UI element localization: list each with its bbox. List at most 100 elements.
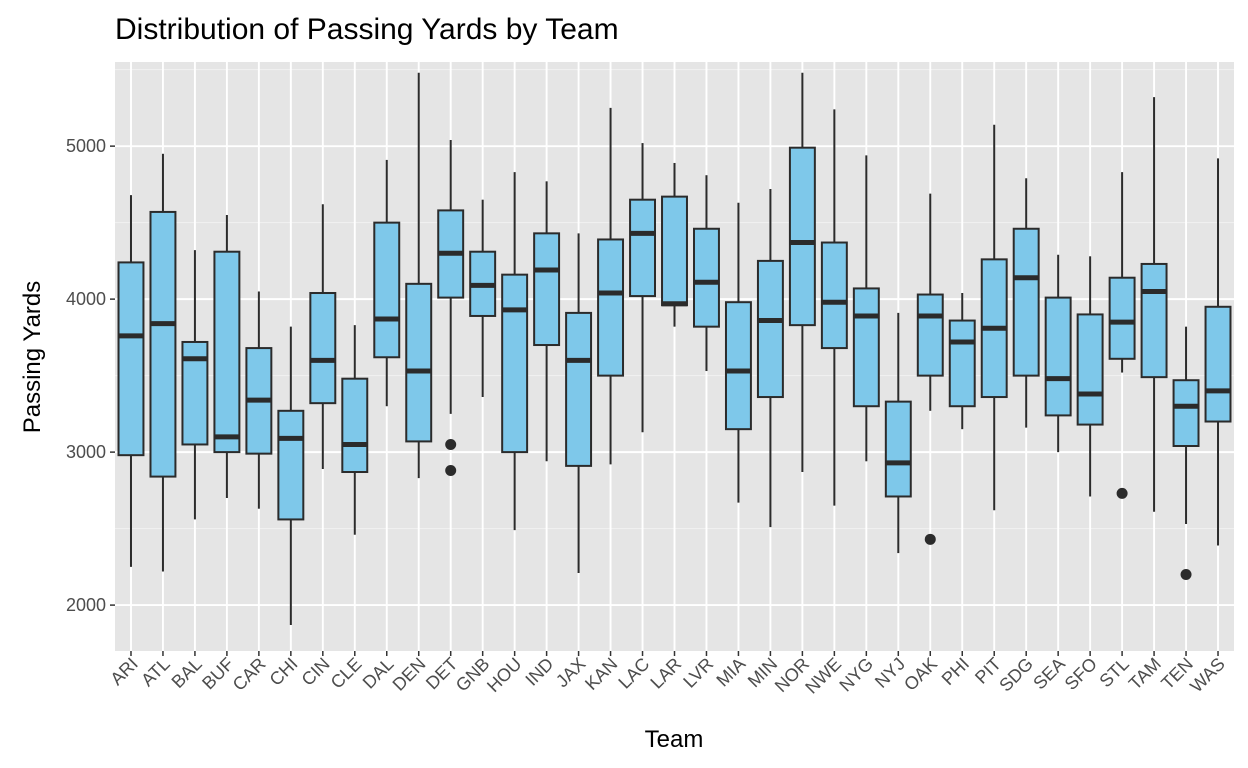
x-tick-label-oak: OAK [900, 654, 941, 695]
x-tick-label-kan: KAN [581, 654, 621, 694]
x-tick-label-dal: DAL [359, 654, 398, 693]
box-car [245, 291, 273, 509]
iqr-box [724, 301, 752, 431]
y-tick-label: 2000 [66, 595, 106, 615]
x-tick-label-mia: MIA [712, 654, 749, 691]
x-tick-label-chi: CHI [266, 654, 302, 690]
y-axis-title: Passing Yards [19, 281, 46, 434]
iqr-box [693, 227, 720, 328]
iqr-box [852, 287, 880, 408]
iqr-box [309, 292, 337, 405]
outlier-point [445, 438, 457, 450]
box-min [756, 188, 784, 528]
box-sdg [1012, 178, 1040, 428]
y-tick-label: 4000 [66, 289, 106, 309]
x-tick-label-tam: TAM [1125, 654, 1165, 694]
iqr-box [405, 282, 433, 443]
x-tick-label-ari: ARI [106, 654, 141, 689]
box-stl [1108, 172, 1136, 499]
iqr-box [565, 311, 593, 467]
iqr-box [341, 377, 369, 474]
box-ind [533, 181, 561, 462]
box-mia [724, 202, 752, 503]
box-pit [980, 124, 1008, 511]
iqr-box [788, 146, 816, 327]
iqr-box [884, 400, 912, 498]
x-tick-label-sdg: SDG [995, 654, 1037, 696]
box-oak [916, 193, 944, 545]
box-tam [1140, 97, 1168, 512]
box-det [437, 140, 465, 476]
x-tick-label-lvr: LVR [679, 654, 717, 692]
box-sfo [1076, 256, 1104, 497]
iqr-box [1140, 262, 1168, 379]
y-axis: 2000 3000 4000 5000 [66, 136, 115, 615]
box-cin [309, 204, 337, 469]
iqr-box [1172, 379, 1200, 447]
box-was [1204, 158, 1232, 546]
iqr-box [117, 261, 145, 457]
x-tick-label-lar: LAR [646, 654, 685, 693]
box-nwe [820, 109, 848, 506]
outlier-point [445, 464, 457, 476]
x-tick-label-cle: CLE [327, 654, 366, 693]
iqr-box [373, 221, 401, 359]
x-tick-label-ind: IND [521, 654, 557, 690]
x-tick-label-car: CAR [229, 654, 270, 695]
box-atl [149, 153, 177, 572]
box-ari [117, 195, 145, 567]
box-bal [181, 250, 209, 520]
box-cle [341, 325, 369, 535]
box-gnb [469, 199, 497, 398]
x-tick-label-bal: BAL [168, 654, 206, 692]
x-tick-label-hou: HOU [483, 654, 525, 696]
iqr-box [1012, 227, 1040, 377]
x-tick-label-jax: JAX [552, 654, 589, 691]
x-tick-label-sfo: SFO [1061, 654, 1101, 694]
box-ten [1172, 326, 1200, 581]
iqr-box [756, 259, 784, 399]
box-dal [373, 159, 401, 407]
x-tick-label-atl: ATL [137, 654, 174, 691]
x-tick-label-cin: CIN [298, 654, 334, 690]
box-nyg [852, 155, 880, 462]
y-tick-label: 5000 [66, 136, 106, 156]
box-nyj [884, 312, 912, 554]
outlier-point [1180, 569, 1192, 581]
x-tick-label-sea: SEA [1029, 654, 1069, 694]
iqr-box [597, 238, 625, 377]
iqr-box [277, 409, 305, 521]
x-tick-label-stl: STL [1095, 654, 1132, 691]
iqr-box [629, 198, 656, 298]
iqr-box [1076, 313, 1104, 426]
iqr-box [533, 232, 561, 347]
box-buf [213, 214, 241, 499]
iqr-box [820, 241, 848, 350]
iqr-box [661, 195, 688, 307]
iqr-box [149, 210, 177, 478]
x-tick-label-det: DET [422, 654, 462, 694]
x-tick-label-lac: LAC [614, 654, 653, 693]
x-tick-label-buf: BUF [198, 654, 238, 694]
box-hou [501, 172, 529, 531]
x-tick-label-gnb: GNB [452, 654, 494, 696]
iqr-box [948, 319, 976, 408]
x-tick-label-nyj: NYJ [871, 654, 909, 692]
box-kan [597, 107, 625, 465]
box-phi [948, 293, 976, 430]
box-chi [277, 326, 305, 625]
chart-title: Distribution of Passing Yards by Team [115, 13, 619, 46]
iqr-box [916, 293, 944, 377]
iqr-box [1044, 296, 1072, 417]
outlier-point [924, 533, 936, 545]
x-axis-title: Team [645, 726, 704, 753]
x-tick-label-was: WAS [1186, 654, 1229, 697]
iqr-box [501, 273, 529, 454]
outlier-point [1116, 487, 1128, 499]
y-tick-label: 3000 [66, 442, 106, 462]
iqr-box [1108, 276, 1136, 360]
x-tick-label-den: DEN [389, 654, 430, 695]
box-lac [629, 143, 656, 433]
boxes [117, 72, 1232, 625]
